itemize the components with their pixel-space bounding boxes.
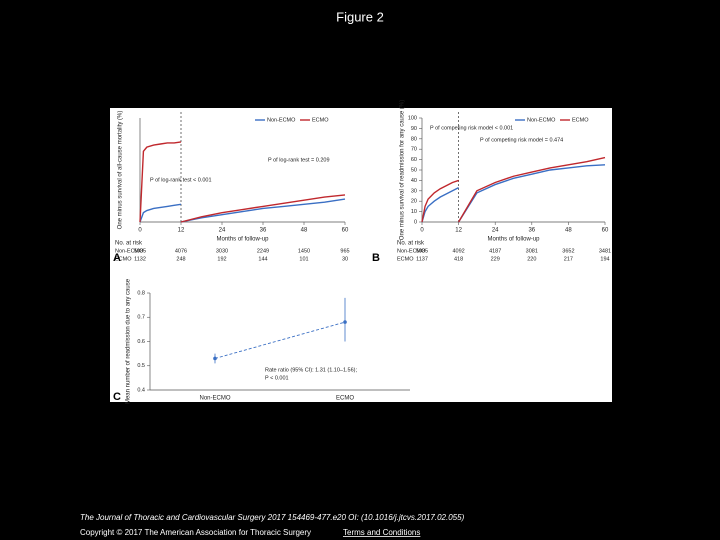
series-line <box>139 141 346 223</box>
series-line <box>421 156 606 223</box>
point <box>213 356 217 361</box>
citation: The Journal of Thoracic and Cardiovascul… <box>80 513 465 522</box>
panel-label: C <box>113 391 121 403</box>
y-tick-label: 0.5 <box>137 363 145 369</box>
x-tick-label: 0 <box>138 228 142 234</box>
at-risk-count: 229 <box>491 256 500 262</box>
at-risk-count: 4187 <box>489 248 501 254</box>
y-tick-label: 30 <box>411 188 417 194</box>
x-tick-label: 24 <box>219 228 226 234</box>
series-line <box>421 164 606 223</box>
at-risk-count: 101 <box>299 256 308 262</box>
at-risk-count: 217 <box>564 256 573 262</box>
at-risk-count: 5085 <box>416 248 428 254</box>
annotation: P < 0.001 <box>265 375 289 381</box>
legend-label: Non-ECMO <box>267 117 296 123</box>
slide-title: Figure 2 <box>336 9 384 24</box>
x-tick-label: 12 <box>178 228 185 234</box>
x-axis-label: Months of follow-up <box>216 237 269 243</box>
y-tick-label: 90 <box>411 126 417 132</box>
y-tick-label: 50 <box>411 167 417 173</box>
at-risk-count: 4092 <box>452 248 464 254</box>
figure <box>110 108 612 402</box>
panel-label: A <box>113 252 121 264</box>
x-tick-label: 48 <box>565 228 572 234</box>
annotation: P of competing risk model = 0.474 <box>480 137 563 143</box>
annotation: P of log-rank test = 0.209 <box>268 157 330 163</box>
legend-label: ECMO <box>312 117 329 123</box>
at-risk-title: No. at risk <box>397 241 425 247</box>
annotation: Rate ratio (95% CI): 1.31 (1.10–1.56); <box>265 367 357 373</box>
at-risk-group: ECMO <box>115 256 132 262</box>
x-tick-label: 60 <box>602 228 609 234</box>
at-risk-group: ECMO <box>397 256 414 262</box>
at-risk-group: Non-ECMO <box>115 248 144 254</box>
y-tick-label: 40 <box>411 178 417 184</box>
y-axis-label: One minus survival of all-cause mortalit… <box>118 111 124 230</box>
y-tick-label: 100 <box>408 115 417 121</box>
y-tick-label: 0 <box>414 219 417 225</box>
at-risk-count: 1137 <box>416 256 428 262</box>
y-tick-label: 70 <box>411 147 417 153</box>
x-tick-label: 36 <box>528 228 535 234</box>
x-tick-label: 60 <box>342 228 349 234</box>
y-tick-label: 0.4 <box>137 387 145 393</box>
x-tick-label: 0 <box>420 228 424 234</box>
x-tick-label: 24 <box>492 228 499 234</box>
legend-label: Non-ECMO <box>527 117 556 123</box>
y-tick-label: 0.7 <box>137 315 145 321</box>
at-risk-count: 1132 <box>134 256 146 262</box>
x-tick-label: 48 <box>301 228 308 234</box>
terms-link[interactable]: Terms and Conditions <box>343 528 420 537</box>
legend-label: ECMO <box>572 117 589 123</box>
at-risk-count: 418 <box>454 256 463 262</box>
at-risk-count: 3481 <box>599 248 611 254</box>
x-tick-label: 12 <box>455 228 462 234</box>
y-tick-label: 20 <box>411 199 417 205</box>
y-axis-label: One minus survival of readmission for an… <box>400 100 406 240</box>
x-tick-label: Non-ECMO <box>199 396 230 402</box>
at-risk-count: 4076 <box>175 248 187 254</box>
annotation: P of competing risk model < 0.001 <box>430 125 513 131</box>
y-axis-label: Mean number of readmission due to any ca… <box>126 278 132 404</box>
x-axis-label: Months of follow-up <box>487 237 540 243</box>
y-tick-label: 10 <box>411 209 417 215</box>
at-risk-group: Non-ECMO <box>397 248 426 254</box>
y-tick-label: 80 <box>411 136 417 142</box>
at-risk-count: 965 <box>340 248 349 254</box>
at-risk-count: 3081 <box>526 248 538 254</box>
at-risk-count: 192 <box>217 256 226 262</box>
point <box>343 320 347 324</box>
at-risk-count: 30 <box>342 256 348 262</box>
at-risk-count: 144 <box>258 256 267 262</box>
at-risk-count: 5085 <box>134 248 146 254</box>
copyright: Copyright © 2017 The American Associatio… <box>80 528 311 537</box>
connector-line <box>214 321 346 359</box>
y-tick-label: 0.6 <box>137 339 145 345</box>
y-tick-label: 60 <box>411 157 417 163</box>
at-risk-title: No. at risk <box>115 241 143 247</box>
panel-label: B <box>372 252 380 264</box>
at-risk-count: 194 <box>600 256 609 262</box>
at-risk-count: 3030 <box>216 248 228 254</box>
at-risk-count: 220 <box>527 256 536 262</box>
annotation: P of log-rank test < 0.001 <box>150 177 212 183</box>
at-risk-count: 2249 <box>257 248 269 254</box>
at-risk-count: 248 <box>176 256 185 262</box>
y-tick-label: 0.8 <box>137 290 145 296</box>
x-tick-label: ECMO <box>336 396 354 402</box>
x-tick-label: 36 <box>260 228 267 234</box>
series-line <box>139 198 346 223</box>
at-risk-count: 3652 <box>562 248 574 254</box>
at-risk-count: 1450 <box>298 248 310 254</box>
